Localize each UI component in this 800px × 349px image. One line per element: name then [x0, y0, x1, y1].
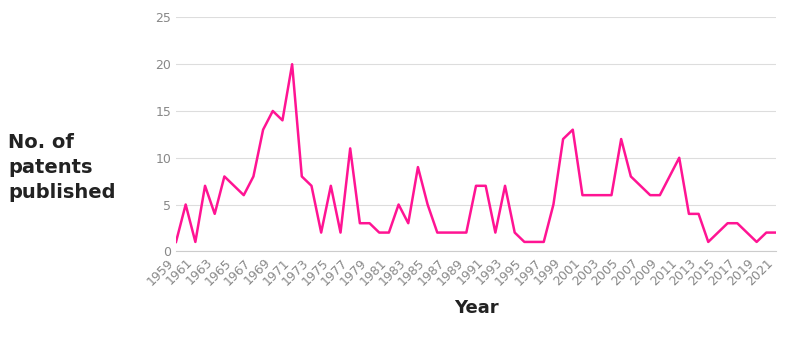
X-axis label: Year: Year: [454, 299, 498, 317]
Text: No. of
patents
published: No. of patents published: [8, 133, 115, 202]
